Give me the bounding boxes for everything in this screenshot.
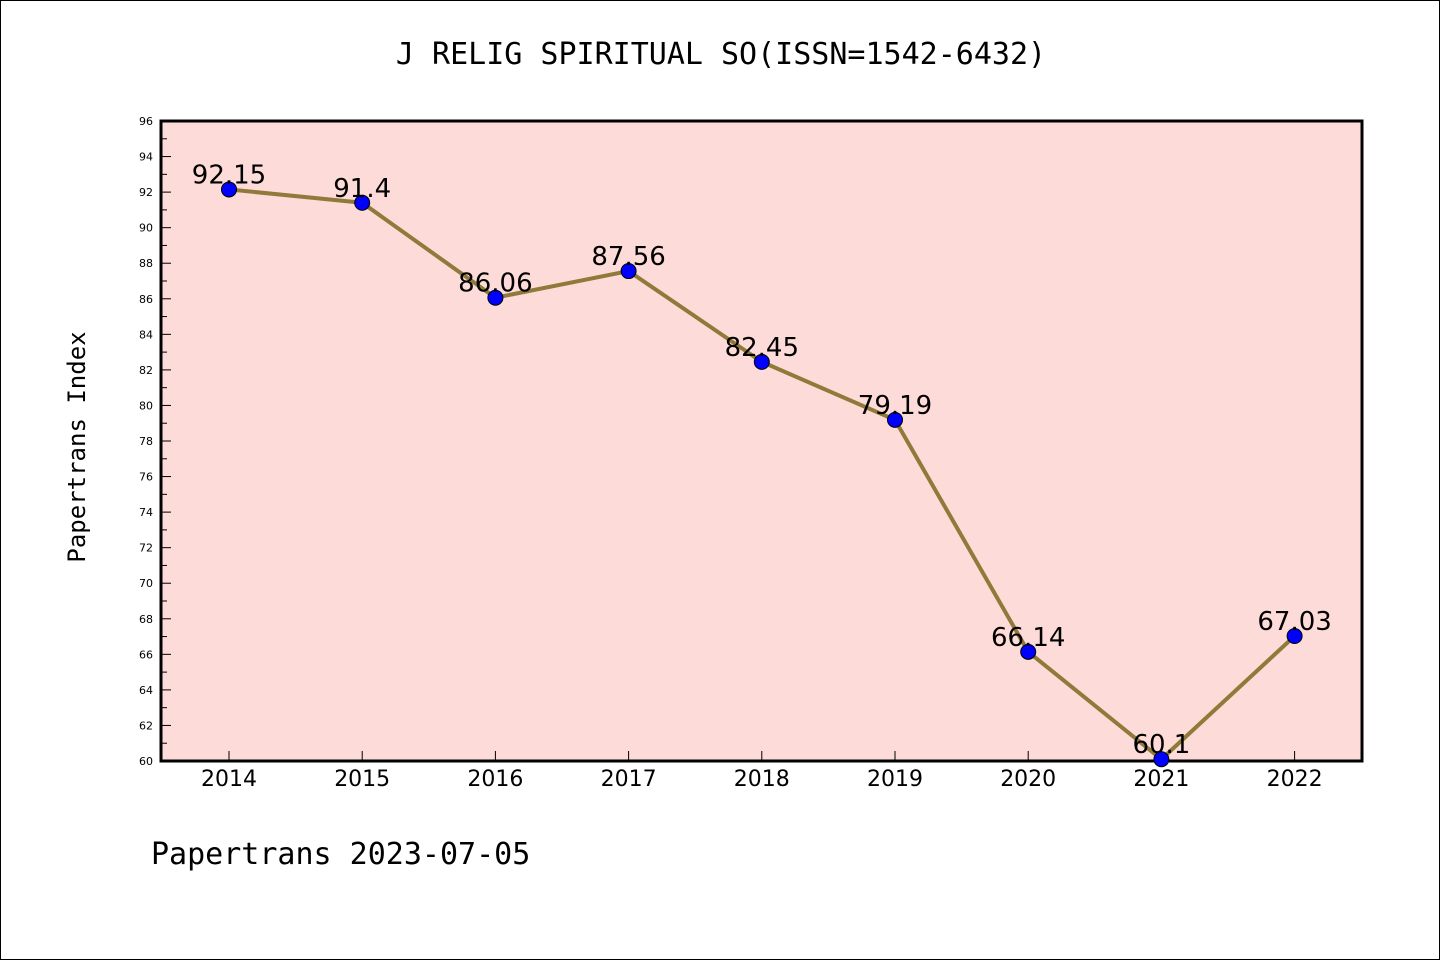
y-tick-label: 96 <box>139 115 153 128</box>
data-point <box>887 411 903 428</box>
data-label: 87.56 <box>591 242 665 272</box>
x-tick-label: 2017 <box>601 767 657 792</box>
y-tick-label: 80 <box>139 399 153 412</box>
chart-title: J RELIG SPIRITUAL SO(ISSN=1542-6432) <box>395 37 1047 72</box>
y-tick-label: 70 <box>139 577 153 590</box>
data-point <box>221 181 237 198</box>
y-tick-label: 84 <box>139 328 153 341</box>
data-label: 92.15 <box>192 160 266 190</box>
x-tick-label: 2019 <box>867 767 923 792</box>
y-tick-label: 82 <box>139 364 153 377</box>
data-point <box>487 289 504 306</box>
data-point <box>1286 628 1303 645</box>
y-tick-label: 78 <box>139 435 153 448</box>
y-tick-label: 92 <box>139 186 153 199</box>
data-label: 79.19 <box>858 391 932 421</box>
y-tick-label: 86 <box>139 293 153 306</box>
data-point <box>753 353 770 370</box>
x-tick-label: 2015 <box>334 767 390 792</box>
data-label: 82.45 <box>725 333 799 363</box>
plot-area <box>159 119 1364 763</box>
x-tick-label: 2018 <box>734 767 790 792</box>
y-tick-label: 60 <box>139 755 153 768</box>
y-tick-label: 66 <box>139 648 153 661</box>
data-point <box>354 194 371 211</box>
y-tick-label: 68 <box>139 613 153 626</box>
y-tick-label: 72 <box>139 542 153 555</box>
y-tick-label: 88 <box>139 257 153 270</box>
data-point <box>1153 751 1170 768</box>
data-label: 86.06 <box>458 269 532 299</box>
x-tick-label: 2022 <box>1267 767 1323 792</box>
data-label: 67.03 <box>1257 607 1331 637</box>
data-label: 91.4 <box>333 174 391 204</box>
footer-note: Papertrans 2023-07-05 <box>151 837 531 872</box>
y-tick-label: 90 <box>139 222 153 235</box>
y-tick-label: 94 <box>139 151 153 164</box>
data-point <box>1020 643 1037 660</box>
x-tick-label: 2020 <box>1000 767 1056 792</box>
y-tick-label: 76 <box>139 471 153 484</box>
data-point <box>620 263 637 280</box>
x-tick-label: 2014 <box>201 767 257 792</box>
y-tick-label: 64 <box>139 684 153 697</box>
y-tick-label: 62 <box>139 719 153 732</box>
x-tick-label: 2016 <box>467 767 523 792</box>
data-label: 60.1 <box>1132 730 1190 760</box>
data-label: 66.14 <box>991 623 1065 653</box>
x-tick-label: 2021 <box>1133 767 1189 792</box>
y-tick-label: 74 <box>139 506 153 519</box>
